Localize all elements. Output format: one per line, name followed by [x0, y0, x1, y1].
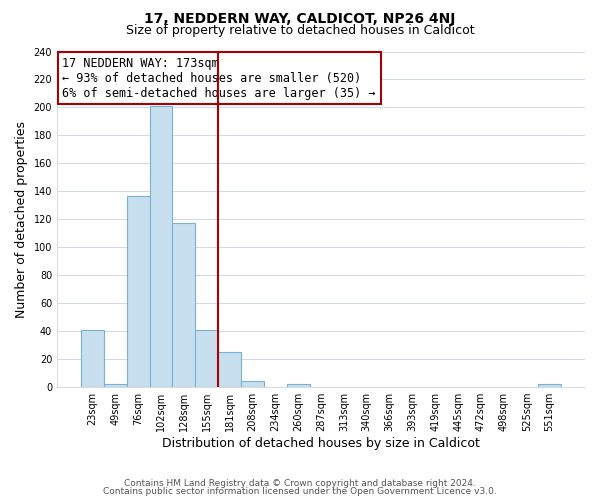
Bar: [241, 382, 264, 387]
Y-axis label: Number of detached properties: Number of detached properties: [15, 121, 28, 318]
Text: Contains HM Land Registry data © Crown copyright and database right 2024.: Contains HM Land Registry data © Crown c…: [124, 478, 476, 488]
Text: 17 NEDDERN WAY: 173sqm
← 93% of detached houses are smaller (520)
6% of semi-det: 17 NEDDERN WAY: 173sqm ← 93% of detached…: [62, 56, 376, 100]
Bar: [287, 384, 310, 387]
Bar: [218, 352, 241, 387]
Text: Size of property relative to detached houses in Caldicot: Size of property relative to detached ho…: [125, 24, 475, 37]
Bar: [81, 330, 104, 387]
Bar: [538, 384, 561, 387]
Bar: [172, 224, 196, 387]
X-axis label: Distribution of detached houses by size in Caldicot: Distribution of detached houses by size …: [162, 437, 480, 450]
Text: 17, NEDDERN WAY, CALDICOT, NP26 4NJ: 17, NEDDERN WAY, CALDICOT, NP26 4NJ: [145, 12, 455, 26]
Bar: [104, 384, 127, 387]
Text: Contains public sector information licensed under the Open Government Licence v3: Contains public sector information licen…: [103, 487, 497, 496]
Bar: [149, 106, 172, 387]
Bar: [127, 196, 149, 387]
Bar: [196, 330, 218, 387]
